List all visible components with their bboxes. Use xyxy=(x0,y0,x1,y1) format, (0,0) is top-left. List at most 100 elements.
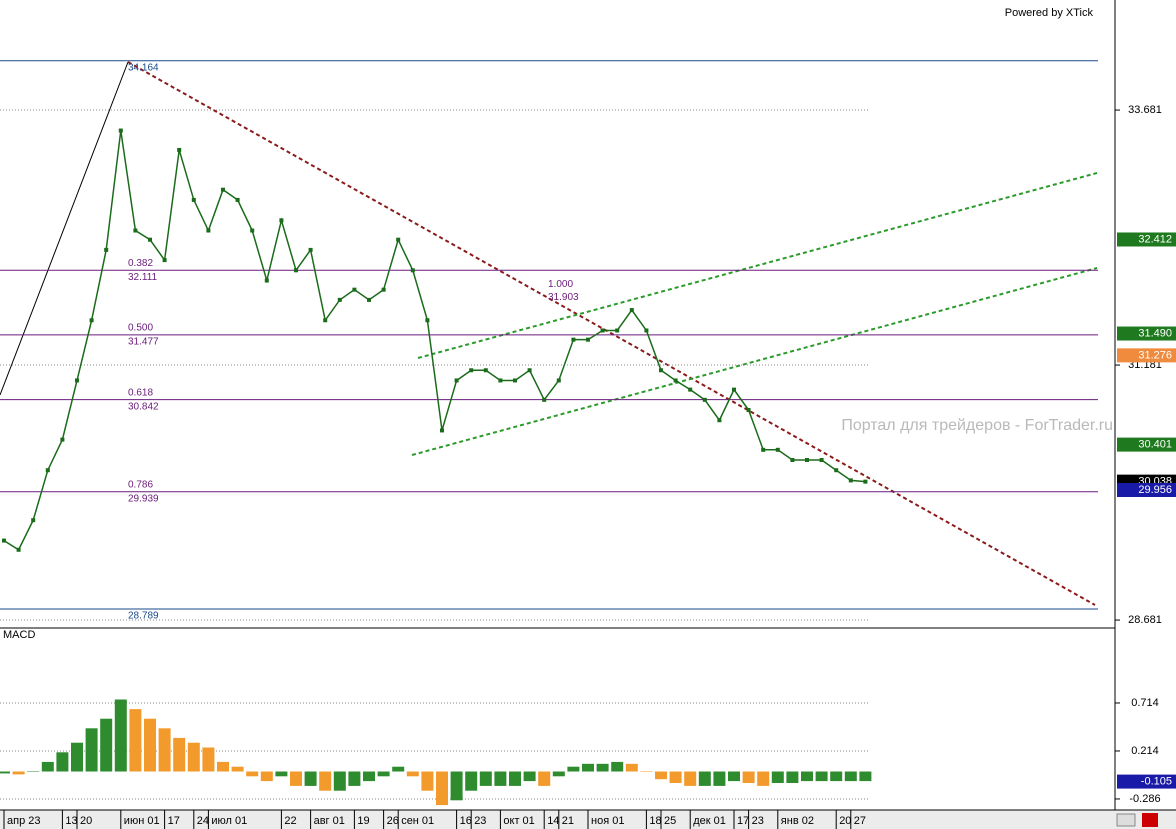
fib-price: 31.477 xyxy=(128,336,159,347)
x-tick-label: ноя 01 xyxy=(591,815,624,827)
price-box xyxy=(1117,774,1176,789)
price-point xyxy=(483,368,488,373)
macd-bar xyxy=(669,771,682,784)
channel-line xyxy=(411,267,1098,456)
price-point xyxy=(367,297,371,302)
macd-bar xyxy=(771,771,784,784)
y-tick-label: 28.681 xyxy=(1128,614,1162,626)
macd-bar xyxy=(450,771,463,801)
macd-bar xyxy=(523,771,536,782)
trend-line xyxy=(127,61,1096,606)
price-point xyxy=(191,197,196,202)
price-box xyxy=(1117,348,1176,363)
price-point xyxy=(498,378,503,383)
price-point xyxy=(308,247,313,252)
y-tick-label: -0.286 xyxy=(1129,793,1160,805)
price-point xyxy=(659,368,663,373)
macd-bar xyxy=(552,771,565,777)
x-tick-label: 23 xyxy=(752,815,764,827)
price-point xyxy=(790,458,795,463)
macd-bar xyxy=(757,771,770,786)
price-point xyxy=(542,397,547,402)
price-point xyxy=(45,468,50,473)
macd-bar xyxy=(231,766,244,772)
price-point xyxy=(235,197,240,202)
fib-price: 34.164 xyxy=(128,62,159,73)
exit-button[interactable] xyxy=(1142,813,1158,827)
macd-bar xyxy=(158,728,171,772)
price-point xyxy=(629,308,634,313)
price-point xyxy=(323,318,328,323)
price-point xyxy=(279,218,284,223)
price-point xyxy=(177,147,182,152)
price-point xyxy=(469,368,474,373)
macd-bar xyxy=(611,761,624,772)
y-tick-label: 0.714 xyxy=(1131,697,1159,709)
price-box xyxy=(1117,482,1176,497)
scroll-button[interactable] xyxy=(1116,813,1136,827)
channel-line xyxy=(417,172,1098,359)
macd-bar xyxy=(363,771,375,782)
macd-bar xyxy=(538,771,551,786)
price-point xyxy=(294,268,298,273)
price-box-label: 31.490 xyxy=(1138,327,1172,339)
macd-bar xyxy=(173,737,186,772)
price-point xyxy=(527,368,532,373)
macd-label: MACD xyxy=(3,629,35,641)
price-point xyxy=(556,378,561,383)
macd-bar xyxy=(202,747,215,772)
x-tick-label: 25 xyxy=(664,815,676,827)
price-point xyxy=(250,228,255,233)
macd-bar xyxy=(640,771,653,773)
x-tick-label: дек 01 xyxy=(693,815,726,827)
x-tick-label: 21 xyxy=(562,815,574,827)
macd-bar xyxy=(348,771,361,786)
x-tick-label: 27 xyxy=(854,815,866,827)
x-tick-label: сен 01 xyxy=(401,815,434,827)
fib-price: 30.842 xyxy=(128,401,159,412)
price-line xyxy=(3,130,866,551)
price-point xyxy=(89,318,94,323)
macd-bar xyxy=(844,771,857,782)
macd-bar xyxy=(0,771,10,774)
macd-bar xyxy=(786,771,799,784)
x-tick-label: 16 xyxy=(460,815,472,827)
price-point xyxy=(440,428,444,433)
macd-bar xyxy=(392,766,405,772)
powered-by: Powered by XTick xyxy=(1005,7,1094,19)
x-tick-label: авг 01 xyxy=(314,815,345,827)
macd-bar xyxy=(465,771,478,791)
price-point xyxy=(688,387,693,392)
macd-bar xyxy=(41,761,54,772)
macd-bar xyxy=(655,771,667,780)
fib-ratio: 1.000 xyxy=(548,279,573,290)
macd-bar xyxy=(742,771,755,784)
price-box-label: -0.105 xyxy=(1141,775,1172,787)
macd-bar xyxy=(187,742,200,772)
x-tick-label: 20 xyxy=(80,815,92,827)
x-tick-label: 19 xyxy=(357,815,369,827)
macd-bar xyxy=(728,771,740,782)
macd-bar xyxy=(71,742,83,772)
macd-bar xyxy=(713,771,726,786)
x-tick-label: 20 xyxy=(839,815,851,827)
macd-bar xyxy=(698,771,711,786)
macd-bar xyxy=(859,771,872,782)
macd-bar xyxy=(304,771,317,786)
macd-bar xyxy=(625,763,638,772)
macd-bar xyxy=(275,771,288,777)
x-tick-label: 14 xyxy=(547,815,559,827)
price-point xyxy=(104,247,109,252)
x-tick-label: янв 02 xyxy=(781,815,814,827)
price-point xyxy=(264,278,269,283)
macd-bar xyxy=(436,771,448,806)
price-box-label: 32.412 xyxy=(1138,233,1172,245)
fib-base-line xyxy=(0,61,129,396)
price-point xyxy=(834,468,839,473)
macd-bar xyxy=(406,771,419,777)
price-point xyxy=(454,378,459,383)
macd-bar xyxy=(27,771,40,773)
fib-ratio: 0.500 xyxy=(128,322,153,333)
x-tick-label: июн 01 xyxy=(124,815,160,827)
